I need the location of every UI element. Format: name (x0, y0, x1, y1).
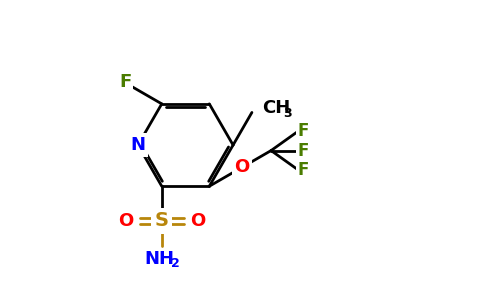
Text: F: F (297, 161, 308, 179)
Text: O: O (235, 158, 250, 176)
Text: F: F (297, 142, 308, 160)
Text: F: F (119, 73, 131, 91)
Text: 2: 2 (171, 257, 180, 270)
Text: CH: CH (262, 100, 290, 118)
Text: O: O (119, 212, 134, 230)
Text: S: S (155, 212, 169, 230)
Text: F: F (297, 122, 308, 140)
Text: NH: NH (145, 250, 175, 268)
Text: 3: 3 (283, 107, 292, 120)
Text: O: O (190, 212, 205, 230)
Text: N: N (131, 136, 146, 154)
